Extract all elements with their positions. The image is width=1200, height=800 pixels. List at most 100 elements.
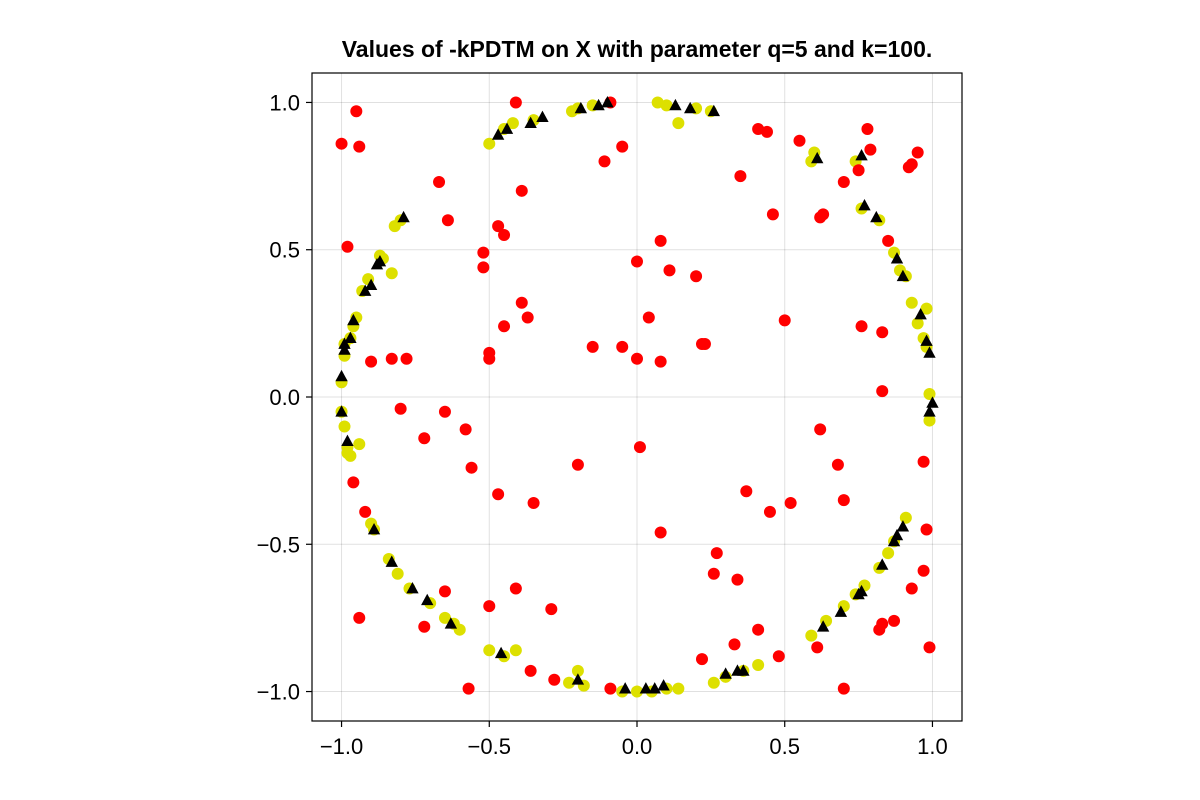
circle-point (498, 320, 511, 333)
circle-point (563, 676, 576, 689)
circle-point (784, 497, 797, 510)
circle-point (631, 685, 643, 698)
circle-point (545, 603, 558, 616)
circle-point (418, 432, 431, 445)
circle-point (524, 664, 537, 677)
triangle-point (494, 646, 508, 659)
circle-point (548, 673, 561, 686)
circle-point (506, 117, 519, 130)
triangle-point (338, 343, 351, 355)
triangle-point (914, 308, 927, 320)
circle-point (672, 117, 685, 130)
triangle-point (684, 101, 697, 114)
x-tick-label: −0.5 (468, 734, 511, 759)
triangle-point (719, 667, 732, 679)
triangle-point (592, 98, 605, 111)
triangle-point (890, 528, 904, 541)
circle-point (509, 582, 522, 595)
circle-point (654, 526, 667, 539)
circle-point (831, 458, 844, 471)
circle-point (707, 676, 720, 689)
circle-point (359, 505, 372, 518)
circle-point (459, 423, 472, 436)
circle-point (394, 402, 407, 415)
circle-point (642, 311, 655, 324)
circle-point (441, 214, 454, 227)
circle-point (586, 340, 599, 353)
triangle-point (876, 558, 889, 570)
y-tick-label: 1.0 (269, 90, 300, 115)
circle-point (852, 164, 865, 177)
circle-point (651, 96, 664, 109)
circle-point (740, 485, 753, 498)
circle-point (365, 355, 378, 368)
circle-point (837, 682, 850, 695)
circle-point (433, 175, 446, 188)
circle-point (509, 644, 522, 657)
triangle-point (639, 682, 653, 694)
x-axis: −1.0 −0.5 0.0 0.5 1.0 (320, 721, 948, 759)
circle-point (341, 240, 354, 253)
circle-point (696, 653, 708, 666)
circle-point (654, 355, 667, 368)
triangle-point (855, 148, 868, 161)
circle-point (438, 585, 451, 598)
circle-point (698, 337, 711, 350)
triangle-point (870, 210, 883, 223)
circle-point (778, 314, 791, 327)
circle-point (811, 641, 824, 654)
triangle-point (887, 534, 901, 547)
circle-point (527, 497, 540, 510)
triangle-point (344, 331, 357, 343)
circle-point (483, 137, 496, 150)
triangle-point (571, 673, 585, 685)
triangle-point (500, 122, 514, 134)
y-tick-label: 0.0 (269, 385, 300, 410)
circle-point (923, 388, 936, 401)
series-1 (335, 96, 936, 695)
circle-point (347, 476, 360, 489)
triangle-point (890, 252, 904, 264)
circle-point (385, 352, 398, 365)
circle-point (571, 664, 584, 677)
triangle-point (536, 110, 549, 123)
circle-point (566, 105, 578, 118)
triangle-point (858, 199, 871, 211)
circle-point (385, 267, 398, 280)
circle-point (353, 438, 366, 451)
circle-point (899, 511, 912, 524)
circle-point (905, 582, 918, 595)
circle-point (604, 682, 617, 695)
circle-point (911, 146, 924, 159)
circle-point (864, 143, 877, 156)
circle-point (805, 629, 818, 642)
circle-point (462, 682, 475, 695)
circle-point (920, 302, 933, 315)
circle-point (391, 567, 404, 580)
circle-point (498, 229, 511, 241)
circle-point (882, 547, 895, 560)
circle-point (663, 264, 676, 277)
circle-point (465, 461, 478, 474)
data-points (335, 95, 939, 698)
y-tick-label: −0.5 (257, 532, 300, 557)
triangle-point (421, 593, 434, 606)
triangle-point (855, 584, 868, 597)
x-tick-label: 1.0 (917, 734, 948, 759)
circle-point (509, 96, 522, 109)
circle-point (761, 125, 773, 138)
x-tick-label: 0.0 (622, 734, 653, 759)
circle-point (338, 420, 351, 433)
y-axis: −1.0 −0.5 0.0 0.5 1.0 (257, 90, 312, 705)
triangle-point (920, 334, 933, 346)
triangle-point (397, 210, 410, 223)
circle-point (492, 488, 505, 501)
circle-point (734, 170, 747, 183)
triangle-point (367, 523, 381, 535)
circle-point (633, 441, 646, 454)
triangle-point (347, 313, 360, 326)
circle-point (710, 547, 723, 560)
triangle-point (524, 116, 537, 128)
circle-point (418, 620, 431, 633)
